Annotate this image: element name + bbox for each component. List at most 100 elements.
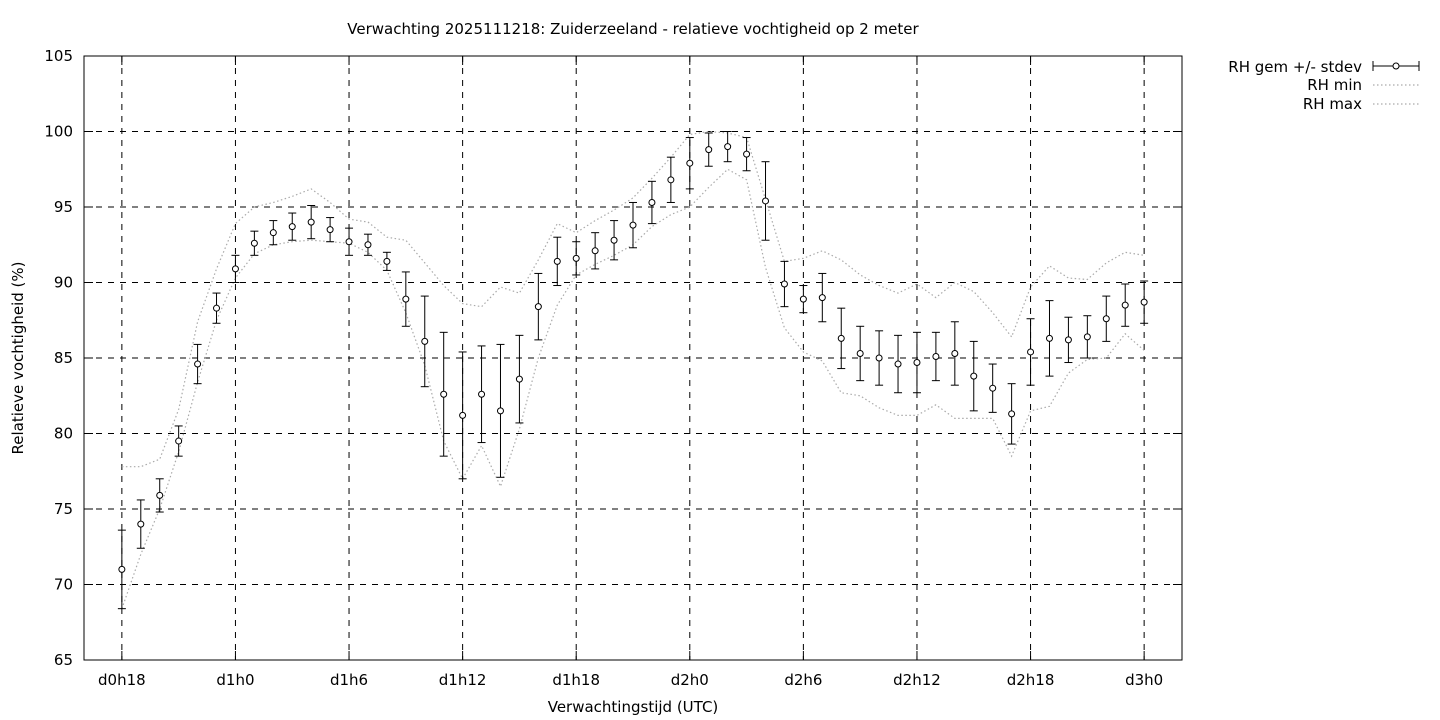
y-tick-label: 70 [54,576,73,594]
errorbar-point [780,260,789,308]
mean-point [894,360,902,368]
errorbar-point [1045,300,1054,377]
errorbar-point [950,321,959,386]
errorbar-point [401,271,410,327]
mean-point [421,337,429,345]
mean-point [705,146,713,154]
errorbar-point [856,325,865,382]
mean-point [1083,333,1091,341]
errorbar-point [288,212,297,241]
mean-point [1008,410,1016,418]
legend-label-min: RH min [1307,76,1362,94]
errorbar-point [591,232,600,270]
mean-point [250,239,258,247]
errorbar-point [931,331,940,382]
errorbar-point [572,241,581,276]
errorbar-point [136,499,145,549]
grid-lines [84,56,1182,660]
errorbar-point [269,220,278,246]
mean-point [440,390,448,398]
x-tick-label: d2h12 [893,671,941,689]
mean-point [231,265,239,273]
mean-point [875,354,883,362]
mean-point [288,223,296,231]
errorbar-point [723,131,732,163]
x-tick-label: d1h18 [552,671,600,689]
mean-point [970,372,978,380]
axis-ticks: 65 70 75 80 85 90 95 100 105 d0h18 d1h0 d1h6 d1h12 d1… [44,47,1182,689]
y-tick-label: 95 [54,198,73,216]
y-tick-label: 85 [54,349,73,367]
errorbar-point [1121,283,1130,327]
errorbar-point [1007,383,1016,445]
mean-point [326,226,334,234]
mean-point [686,159,694,167]
mean-point [610,236,618,244]
rh-mean-series [117,131,1149,610]
mean-point [383,257,391,265]
mean-point [667,176,675,184]
x-tick-label: d1h12 [439,671,487,689]
mean-point [724,143,732,151]
errorbar-point [155,478,164,513]
mean-point [799,295,807,303]
errorbar-point [250,230,259,256]
errorbar-point [969,340,978,412]
errorbar-point [1102,295,1111,342]
mean-point [478,390,486,398]
errorbar-point [212,292,221,324]
errorbar-point [988,363,997,413]
rh-max-line [121,130,1145,468]
mean-point [137,520,145,528]
mean-point [553,257,561,265]
errorbar-point [610,220,619,261]
errorbar-point [439,331,448,457]
mean-point [1102,315,1110,323]
x-axis-label: Verwachtingstijd (UTC) [548,698,719,716]
errorbar-point [894,334,903,394]
errorbar-point [174,425,183,457]
errorbar-point [193,343,202,385]
legend-label-max: RH max [1303,95,1362,113]
errorbar-point [496,343,505,478]
x-tick-label: d1h0 [216,671,254,689]
errorbar-point [666,156,675,203]
mean-point [818,294,826,302]
mean-point [951,349,959,357]
x-tick-label: d2h6 [784,671,822,689]
errorbar-point [647,180,656,225]
mean-point [534,303,542,311]
errorbar-point [534,272,543,341]
mean-point [194,360,202,368]
mean-point [989,384,997,392]
mean-point [175,437,183,445]
y-tick-label: 100 [44,123,73,141]
x-tick-label: d0h18 [98,671,146,689]
plot-frame [83,55,1183,661]
errorbar-point [818,272,827,323]
legend-symbols [1372,61,1420,105]
mean-point [762,197,770,205]
mean-point [629,221,637,229]
mean-point [591,247,599,255]
mean-point [1027,348,1035,356]
errorbar-point [458,351,467,480]
errorbar-point [382,251,391,271]
errorbar-point [117,529,126,610]
mean-point [269,229,277,237]
y-tick-label: 105 [44,47,73,65]
errorbar-point [345,227,354,256]
mean-point [1121,301,1129,309]
mean-point [402,295,410,303]
legend: RH gem +/- stdev RH min RH max [1228,58,1420,113]
x-tick-label: d2h0 [671,671,709,689]
mean-point [837,334,845,342]
legend-label-mean: RH gem +/- stdev [1228,58,1362,76]
mean-point [213,304,221,312]
mean-point [856,349,864,357]
x-tick-label: d1h6 [330,671,368,689]
mean-point [572,254,580,262]
mean-point [1045,334,1053,342]
legend-symbol-point [1392,62,1400,70]
errorbar-point [685,137,694,190]
